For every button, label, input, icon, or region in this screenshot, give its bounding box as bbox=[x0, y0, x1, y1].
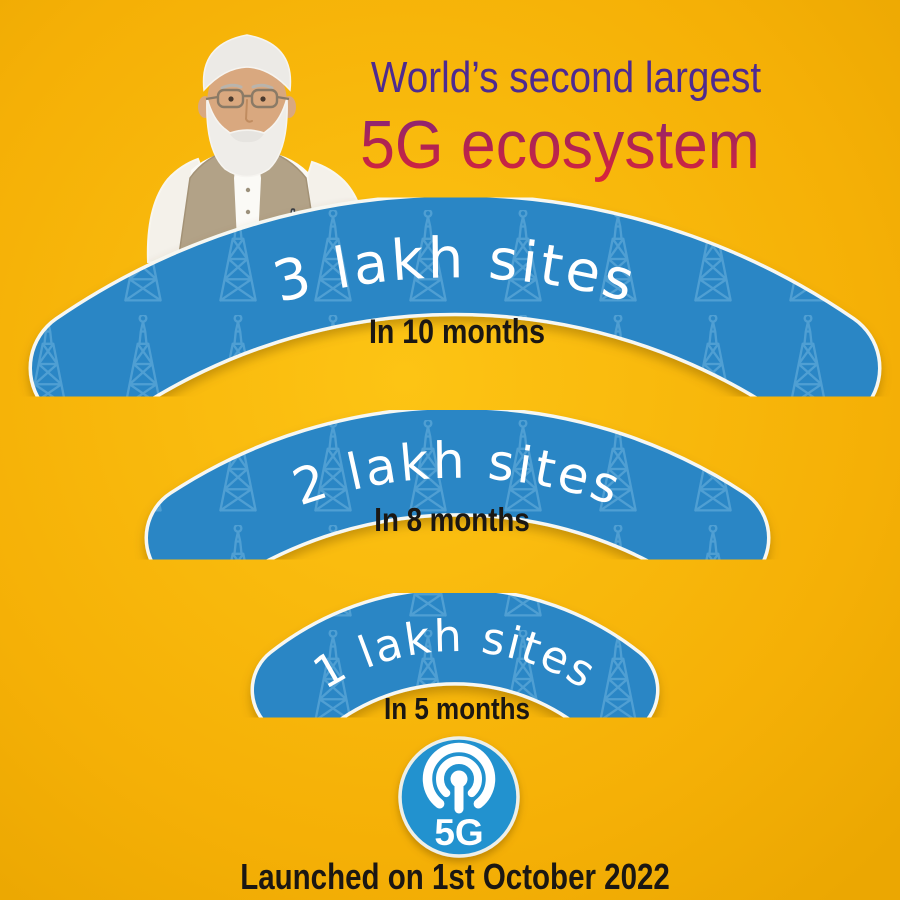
portrait-button bbox=[245, 187, 251, 193]
portrait-eye bbox=[228, 96, 234, 102]
wifi-arc-1-lakh: 1 lakh sites bbox=[250, 586, 660, 740]
badge-label: 5G bbox=[434, 812, 483, 853]
arc-sublabel-5-months: In 5 months bbox=[384, 692, 530, 727]
broadcast-icon bbox=[422, 742, 496, 814]
portrait-nose bbox=[244, 99, 253, 123]
badge-5g: 5G bbox=[398, 736, 520, 858]
portrait-button bbox=[245, 209, 251, 215]
wifi-arc-3-lakh: 3 lakh sites bbox=[28, 193, 882, 430]
title-line-2: 5G ecosystem bbox=[360, 107, 760, 183]
portrait-mustache bbox=[230, 131, 264, 143]
arc-band bbox=[148, 409, 767, 590]
arc-sublabel-8-months: In 8 months bbox=[374, 502, 530, 539]
portrait-eyebrow bbox=[251, 83, 274, 90]
title: World’s second largest 5G ecosystem bbox=[360, 52, 761, 183]
arc-sublabel-10-months: In 10 months bbox=[369, 313, 545, 351]
portrait-eye bbox=[260, 96, 266, 102]
title-line-1: World’s second largest bbox=[371, 52, 762, 102]
glasses-icon bbox=[205, 88, 290, 109]
footer-launch-date: Launched on 1st October 2022 bbox=[240, 856, 670, 896]
arc-band bbox=[32, 196, 878, 426]
wifi-arc-2-lakh: 2 lakh sites bbox=[144, 405, 771, 594]
portrait-hair bbox=[202, 34, 292, 92]
portrait-eyebrow bbox=[220, 83, 243, 90]
arc-band bbox=[254, 590, 656, 736]
